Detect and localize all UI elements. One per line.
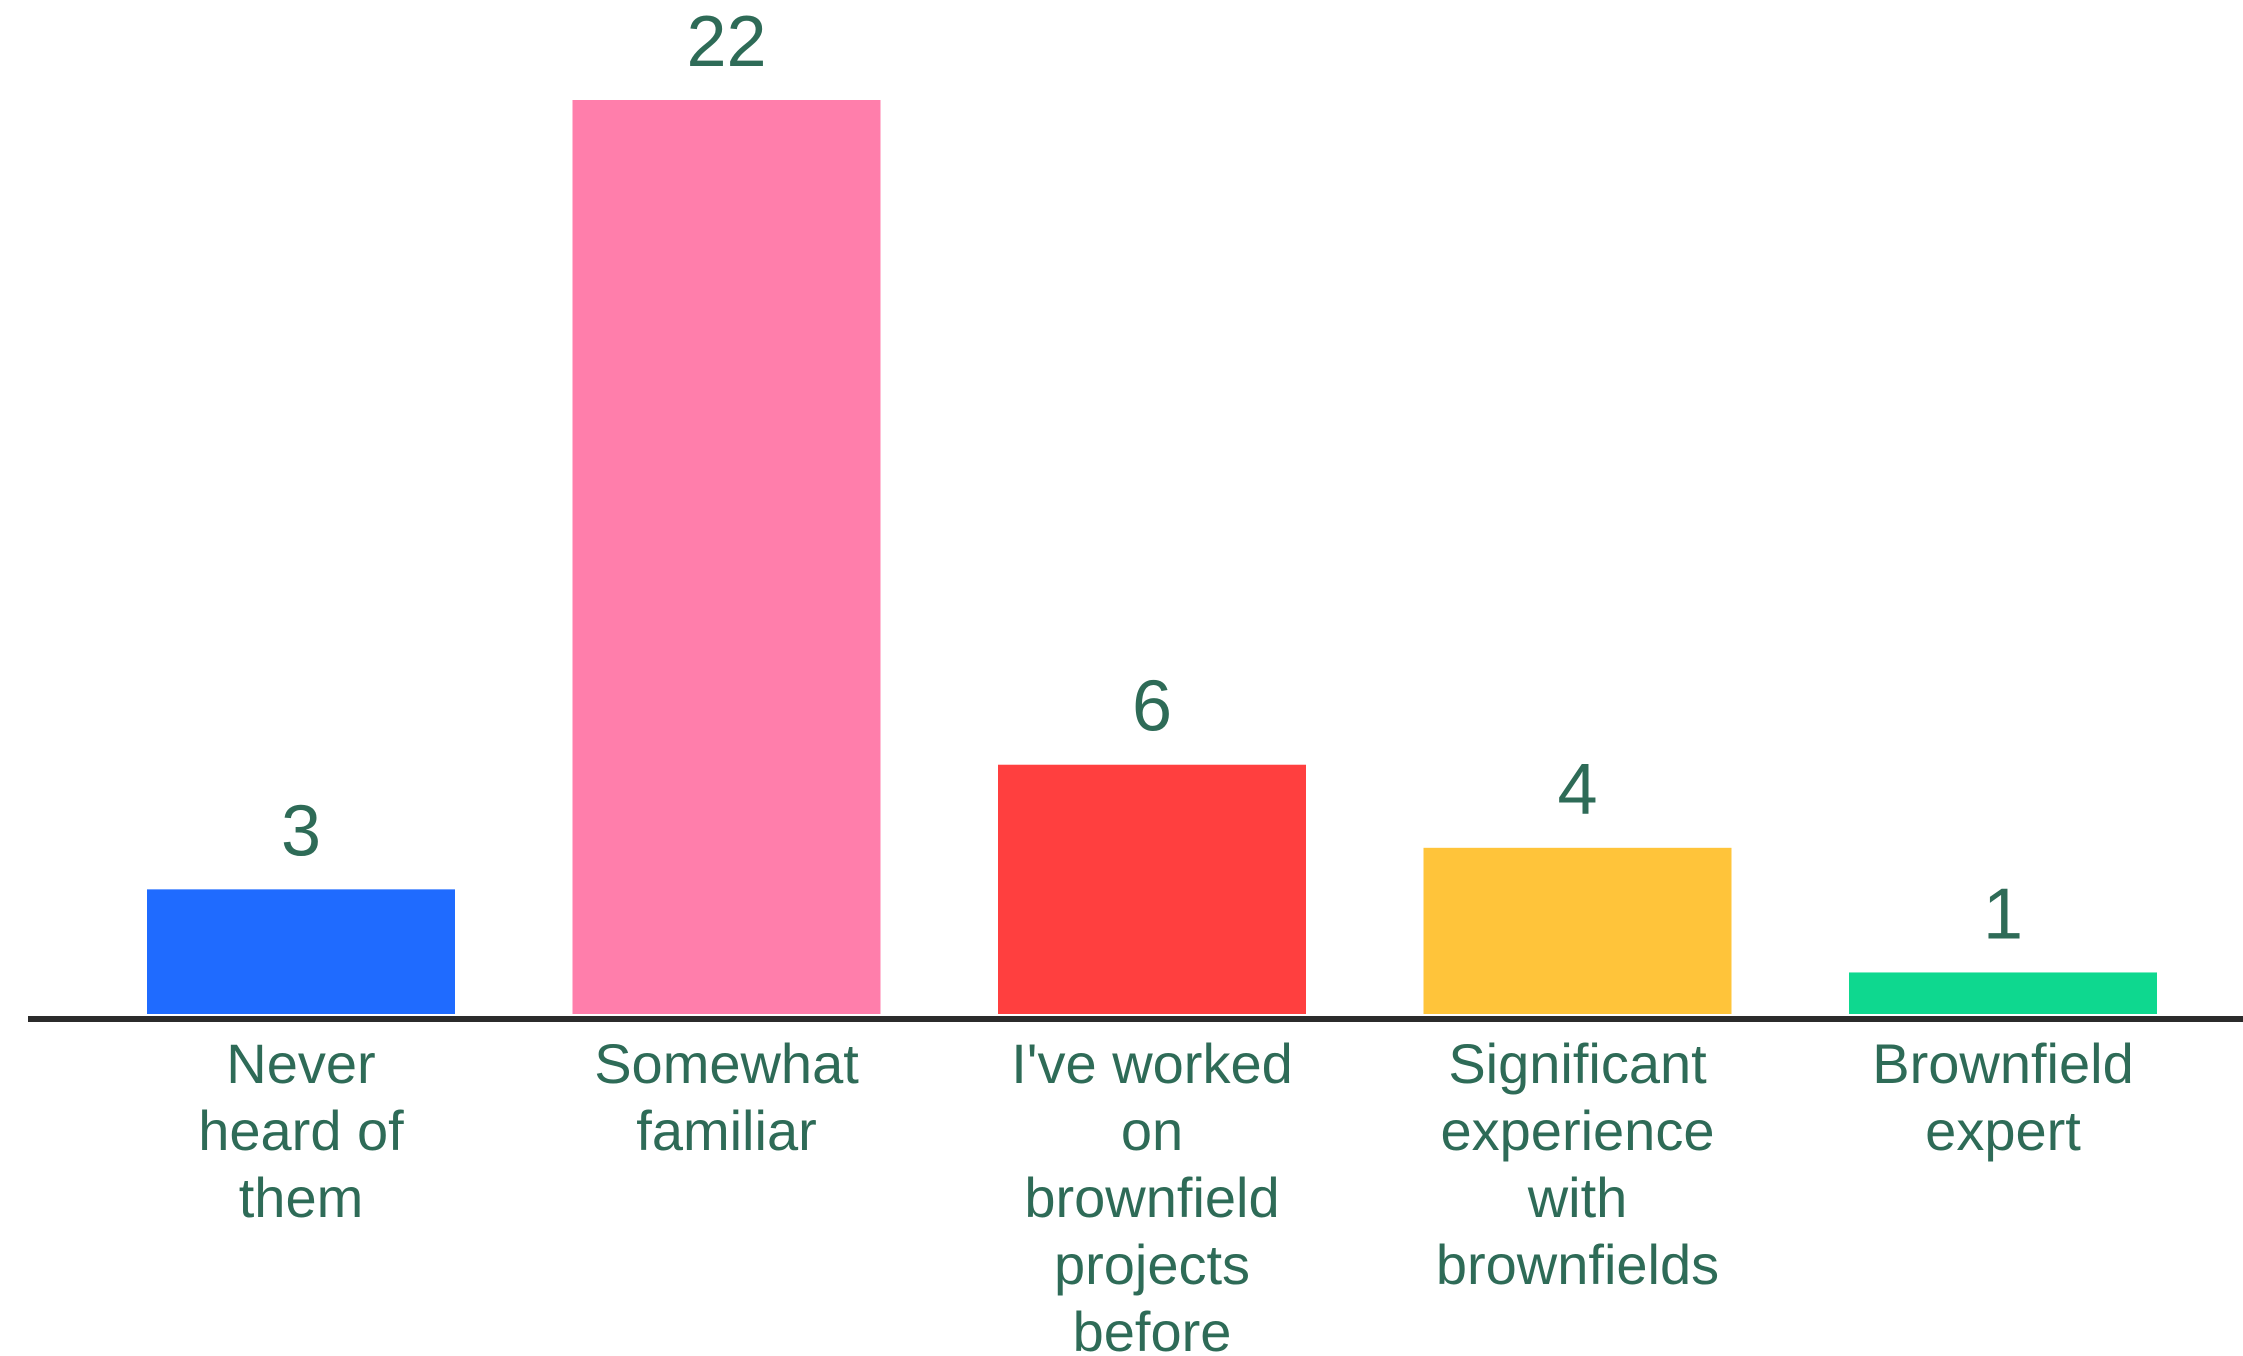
- category-label-line: before: [1073, 1300, 1232, 1356]
- bars-group: [147, 100, 2157, 1014]
- bar-4: [1849, 972, 2157, 1014]
- category-label-line: experience: [1441, 1099, 1715, 1162]
- category-label-line: heard of: [198, 1099, 404, 1162]
- category-label-line: Significant: [1448, 1032, 1707, 1095]
- value-labels-group: 3 22 6 4 1: [281, 2, 2023, 954]
- category-label-line: Brownfield: [1872, 1032, 2133, 1095]
- value-label-3: 4: [1557, 750, 1597, 830]
- category-label-3: Significant experience with brownfields: [1436, 1032, 1719, 1296]
- value-label-1: 22: [686, 2, 766, 82]
- value-label-0: 3: [281, 791, 321, 871]
- category-label-4: Brownfield expert: [1872, 1032, 2133, 1162]
- value-label-4: 1: [1983, 874, 2023, 954]
- category-label-line: projects: [1054, 1233, 1250, 1296]
- category-label-line: brownfield: [1024, 1166, 1279, 1229]
- category-label-line: brownfields: [1436, 1233, 1719, 1296]
- category-label-line: expert: [1925, 1099, 2081, 1162]
- category-label-line: familiar: [636, 1099, 816, 1162]
- bar-2: [998, 764, 1306, 1014]
- category-label-line: Never: [226, 1032, 375, 1095]
- category-label-line: on: [1121, 1099, 1183, 1162]
- category-label-line: I've worked: [1011, 1032, 1292, 1095]
- category-label-0: Never heard of them: [198, 1032, 404, 1229]
- category-label-line: them: [239, 1166, 364, 1229]
- bar-1: [572, 100, 881, 1014]
- category-label-1: Somewhat familiar: [594, 1032, 859, 1162]
- category-labels-group: Never heard of them Somewhat familiar I've wo…: [198, 1032, 2133, 1356]
- category-label-line: with: [1527, 1166, 1628, 1229]
- category-label-line: Somewhat: [594, 1032, 859, 1095]
- bar-0: [147, 889, 455, 1014]
- category-label-2: I've worked on brownfield projects before: [1011, 1032, 1292, 1356]
- value-label-2: 6: [1132, 667, 1172, 747]
- bar-3: [1423, 847, 1732, 1014]
